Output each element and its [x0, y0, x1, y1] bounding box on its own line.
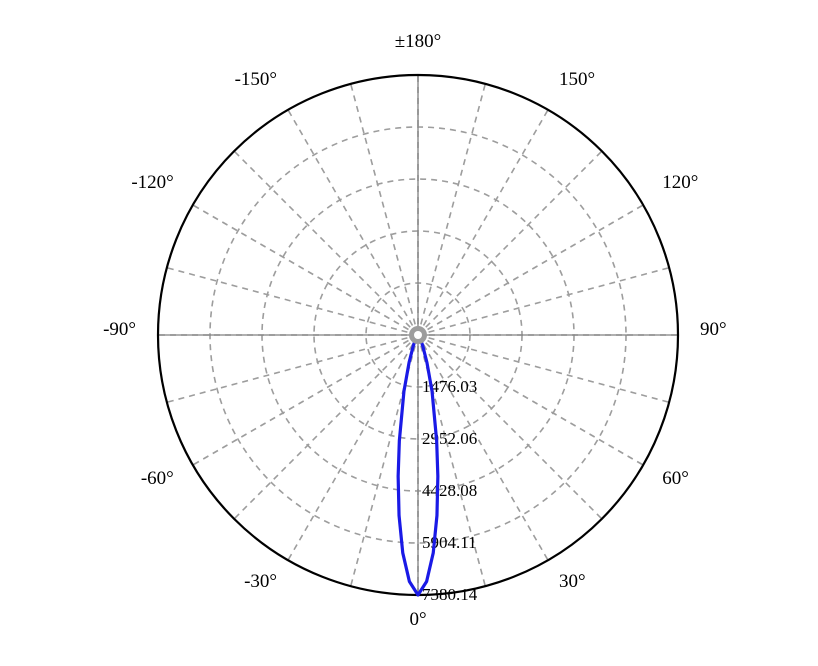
angle-label: 60°: [662, 468, 689, 489]
radial-tick-label: 4428.08: [422, 481, 477, 500]
angle-label: -90°: [103, 319, 136, 340]
radial-tick-label: 2952.06: [422, 429, 477, 448]
radial-tick-label: 7380.14: [422, 585, 478, 604]
angle-label: -150°: [235, 69, 277, 90]
angle-label: -120°: [131, 172, 173, 193]
radial-tick-label: 5904.11: [422, 533, 477, 552]
angle-label: 90°: [700, 319, 727, 340]
angle-label: ±180°: [395, 31, 442, 52]
angle-label: 0°: [409, 609, 426, 630]
angle-label: -60°: [141, 468, 174, 489]
angle-label: 30°: [559, 571, 586, 592]
angle-label: -30°: [244, 571, 277, 592]
polar-chart-svg: 1476.032952.064428.085904.117380.140°30°…: [0, 0, 818, 666]
angle-label: 120°: [662, 172, 698, 193]
polar-chart: 1476.032952.064428.085904.117380.140°30°…: [0, 0, 818, 666]
center-marker-hole: [414, 331, 422, 339]
angle-label: 150°: [559, 69, 595, 90]
